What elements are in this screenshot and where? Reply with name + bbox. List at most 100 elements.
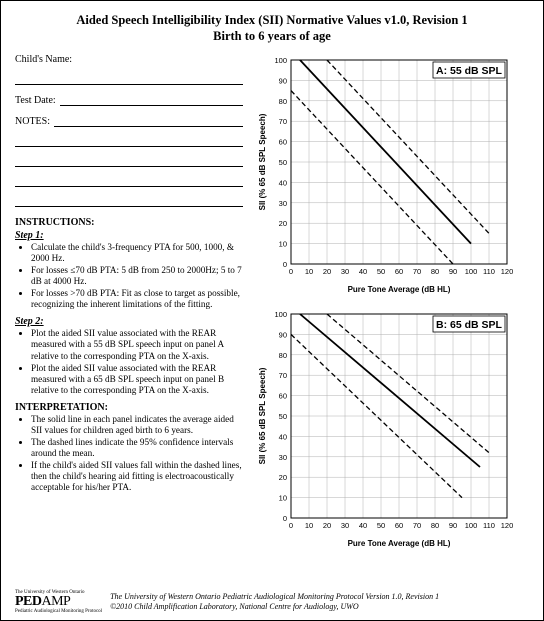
instructions-header: INSTRUCTIONS: xyxy=(15,217,243,228)
notes-row: NOTES: xyxy=(15,116,243,127)
svg-text:80: 80 xyxy=(431,521,439,530)
svg-text:50: 50 xyxy=(279,412,287,421)
step1-item: For losses ≤70 dB PTA: 5 dB from 250 to … xyxy=(31,265,243,287)
interp-item: If the child's aided SII values fall wit… xyxy=(31,460,243,493)
left-column: Child's Name: Test Date: NOTES: INSTRUCT… xyxy=(15,54,243,562)
svg-text:90: 90 xyxy=(449,521,457,530)
footer-line2: ©2010 Child Amplification Laboratory, Na… xyxy=(110,602,439,612)
child-name-line[interactable] xyxy=(15,75,243,85)
svg-text:60: 60 xyxy=(395,267,403,276)
test-date-line[interactable] xyxy=(60,96,243,106)
test-date-row: Test Date: xyxy=(15,95,243,106)
svg-text:40: 40 xyxy=(279,179,287,188)
svg-text:100: 100 xyxy=(274,310,287,319)
svg-text:110: 110 xyxy=(483,267,495,276)
svg-text:10: 10 xyxy=(305,267,313,276)
step1-list: Calculate the child's 3-frequency PTA fo… xyxy=(15,242,243,310)
svg-text:50: 50 xyxy=(279,158,287,167)
svg-text:70: 70 xyxy=(413,267,421,276)
chart-panel-a: 0 10 20 30 40 50 60 70 80 90 100 110 120 0 10 20 30 40 50 6… xyxy=(253,54,513,296)
title-line1: Aided Speech Intelligibility Index (SII)… xyxy=(76,13,467,27)
svg-text:0: 0 xyxy=(283,260,287,269)
svg-text:30: 30 xyxy=(279,453,287,462)
step2-header: Step 2: xyxy=(15,316,243,327)
svg-text:90: 90 xyxy=(279,77,287,86)
svg-text:50: 50 xyxy=(377,521,385,530)
svg-text:20: 20 xyxy=(323,267,331,276)
step2-item: Plot the aided SII value associated with… xyxy=(31,328,243,361)
child-name-row: Child's Name: xyxy=(15,54,243,65)
logo-right: AMP xyxy=(42,594,71,609)
child-name-label: Child's Name: xyxy=(15,54,72,65)
chart-panel-b: 0 10 20 30 40 50 60 70 80 90 100 110 120 0 10 20 30 40 50 6… xyxy=(253,308,513,550)
step2-item: Plot the aided SII value associated with… xyxy=(31,363,243,396)
svg-text:50: 50 xyxy=(377,267,385,276)
interpretation-header: INTERPRETATION: xyxy=(15,402,243,413)
footer: The University of Western Ontario PEDAMP… xyxy=(15,590,529,614)
svg-text:100: 100 xyxy=(465,521,478,530)
svg-text:SII (% 65 dB SPL Speech): SII (% 65 dB SPL Speech) xyxy=(258,114,267,211)
logo-sub: Pediatric Audiological Monitoring Protoc… xyxy=(15,609,102,614)
svg-text:80: 80 xyxy=(431,267,439,276)
step1-item: For losses >70 dB PTA: Fit as close to t… xyxy=(31,288,243,310)
svg-text:SII (% 65 dB SPL Speech): SII (% 65 dB SPL Speech) xyxy=(258,368,267,465)
notes-line-1[interactable] xyxy=(15,137,243,147)
svg-text:70: 70 xyxy=(279,371,287,380)
title-line2: Birth to 6 years of age xyxy=(213,29,331,43)
notes-label: NOTES: xyxy=(15,116,50,127)
svg-text:80: 80 xyxy=(279,97,287,106)
svg-text:70: 70 xyxy=(413,521,421,530)
svg-text:60: 60 xyxy=(279,138,287,147)
page: Aided Speech Intelligibility Index (SII)… xyxy=(0,0,544,621)
svg-text:40: 40 xyxy=(359,267,367,276)
svg-text:30: 30 xyxy=(341,521,349,530)
svg-text:40: 40 xyxy=(279,433,287,442)
pedamp-logo: The University of Western Ontario PEDAMP… xyxy=(15,590,102,614)
svg-text:20: 20 xyxy=(323,521,331,530)
footer-text: The University of Western Ontario Pediat… xyxy=(110,592,439,611)
svg-text:20: 20 xyxy=(279,219,287,228)
svg-text:0: 0 xyxy=(283,514,287,523)
notes-line-2[interactable] xyxy=(15,157,243,167)
svg-text:70: 70 xyxy=(279,117,287,126)
svg-text:10: 10 xyxy=(279,240,287,249)
svg-text:20: 20 xyxy=(279,473,287,482)
interpretation-list: The solid line in each panel indicates t… xyxy=(15,414,243,493)
svg-text:100: 100 xyxy=(274,56,287,65)
logo-left: PED xyxy=(15,594,42,609)
svg-text:A: 55 dB SPL: A: 55 dB SPL xyxy=(436,65,503,77)
svg-text:10: 10 xyxy=(279,494,287,503)
step1-item: Calculate the child's 3-frequency PTA fo… xyxy=(31,242,243,264)
chart-a-wrap: 0 10 20 30 40 50 60 70 80 90 100 110 120 0 10 20 30 40 50 6… xyxy=(253,54,513,296)
svg-text:60: 60 xyxy=(395,521,403,530)
notes-line-4[interactable] xyxy=(15,197,243,207)
svg-text:0: 0 xyxy=(289,267,293,276)
svg-text:120: 120 xyxy=(501,521,513,530)
svg-text:100: 100 xyxy=(465,267,478,276)
test-date-label: Test Date: xyxy=(15,95,56,106)
svg-text:10: 10 xyxy=(305,521,313,530)
page-title: Aided Speech Intelligibility Index (SII)… xyxy=(15,13,529,44)
svg-text:60: 60 xyxy=(279,392,287,401)
svg-text:90: 90 xyxy=(449,267,457,276)
step1-header: Step 1: xyxy=(15,230,243,241)
notes-line-3[interactable] xyxy=(15,177,243,187)
svg-text:110: 110 xyxy=(483,521,495,530)
svg-text:120: 120 xyxy=(501,267,513,276)
svg-text:90: 90 xyxy=(279,331,287,340)
svg-text:Pure Tone Average (dB HL): Pure Tone Average (dB HL) xyxy=(348,539,451,548)
interp-item: The dashed lines indicate the 95% confid… xyxy=(31,437,243,459)
step2-list: Plot the aided SII value associated with… xyxy=(15,328,243,395)
interp-item: The solid line in each panel indicates t… xyxy=(31,414,243,436)
footer-line1: The University of Western Ontario Pediat… xyxy=(110,592,439,602)
svg-text:B: 65 dB SPL: B: 65 dB SPL xyxy=(436,319,503,331)
svg-text:30: 30 xyxy=(279,199,287,208)
notes-line-0[interactable] xyxy=(54,117,243,127)
svg-text:0: 0 xyxy=(289,521,293,530)
right-column: 0102030405060708090100110120010203040506… xyxy=(253,54,513,562)
chart-b-wrap: 0 10 20 30 40 50 60 70 80 90 100 110 120 0 10 20 30 40 50 6… xyxy=(253,308,513,550)
svg-text:40: 40 xyxy=(359,521,367,530)
svg-text:30: 30 xyxy=(341,267,349,276)
svg-text:Pure Tone Average (dB HL): Pure Tone Average (dB HL) xyxy=(348,285,451,294)
main-columns: Child's Name: Test Date: NOTES: INSTRUCT… xyxy=(15,54,529,562)
